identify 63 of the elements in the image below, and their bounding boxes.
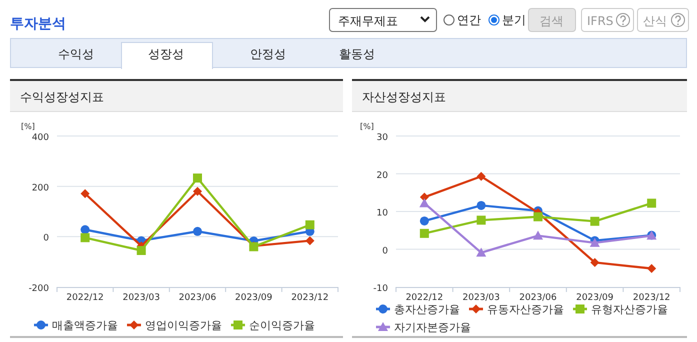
- point: [476, 200, 486, 210]
- point: [476, 248, 486, 257]
- y-tick-label: 0: [382, 246, 388, 256]
- chart-title: 수익성장성지표: [20, 90, 104, 104]
- point: [590, 216, 600, 226]
- point: [419, 198, 430, 208]
- text: 검색: [540, 14, 564, 28]
- y-tick-label: 400: [32, 133, 50, 143]
- point: [305, 220, 314, 230]
- x-tick-label: 2023/12: [291, 293, 329, 303]
- legend-label: 유동자산증가율: [487, 303, 564, 316]
- text: 활동성: [339, 47, 375, 61]
- point: [136, 246, 146, 256]
- point: [476, 172, 486, 181]
- point: [80, 189, 90, 198]
- text: 주재무제표: [338, 14, 398, 28]
- legend-label: 자기자본증가율: [394, 321, 471, 334]
- point: [193, 226, 202, 236]
- point: [647, 264, 656, 274]
- text: 투자분석: [10, 16, 66, 32]
- text: 수익성: [58, 47, 94, 61]
- legend-label: 영업이익증가율: [145, 319, 222, 332]
- point: [590, 258, 600, 267]
- y-tick-label: 20: [376, 170, 388, 181]
- y-axis-title: [%]: [360, 122, 374, 131]
- point: [420, 228, 429, 238]
- text: 안정성: [250, 47, 286, 61]
- chart-title: 자산성장성지표: [362, 90, 446, 104]
- text: 분기: [502, 13, 526, 27]
- legend-label: 유형자산증가율: [591, 303, 668, 316]
- y-tick-label: 30: [376, 133, 388, 143]
- point: [80, 233, 90, 242]
- x-tick-label: 2022/12: [406, 293, 444, 303]
- legend-label: 순이익증가율: [249, 319, 315, 332]
- point: [476, 216, 486, 225]
- y-tick-label: 200: [32, 183, 50, 194]
- text: 연간: [457, 13, 481, 27]
- point: [420, 216, 429, 226]
- x-tick-label: 2022/12: [66, 293, 104, 303]
- y-tick-label: -10: [373, 284, 388, 294]
- x-tick-label: 2023/06: [519, 293, 557, 303]
- text: 성장성: [148, 47, 184, 61]
- y-tick-label: 0: [43, 234, 50, 244]
- point: [533, 230, 543, 240]
- text: 산식: [643, 14, 667, 28]
- y-axis-title: [%]: [21, 122, 35, 131]
- y-tick-label: -200: [28, 284, 50, 294]
- point: [193, 174, 202, 183]
- y-tick-label: 10: [376, 208, 388, 218]
- x-tick-label: 2023/03: [462, 293, 500, 303]
- legend-label: 매출액증가율: [52, 319, 118, 332]
- x-tick-label: 2023/09: [576, 293, 614, 303]
- point: [647, 198, 656, 208]
- legend-label: 총자산증가율: [394, 303, 460, 316]
- x-tick-label: 2023/06: [178, 293, 216, 303]
- x-tick-label: 2023/03: [122, 293, 160, 303]
- text: IFRS: [587, 14, 614, 28]
- x-tick-label: 2023/12: [632, 293, 670, 303]
- x-tick-label: 2023/09: [235, 293, 273, 303]
- point: [534, 212, 542, 222]
- point: [305, 236, 314, 246]
- point: [80, 225, 90, 234]
- point: [193, 186, 202, 196]
